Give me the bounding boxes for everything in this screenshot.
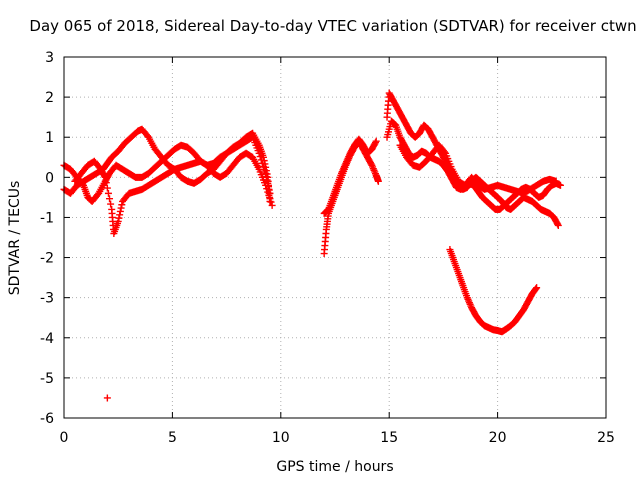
- x-tick-label: 10: [272, 430, 290, 446]
- data-point: [258, 159, 266, 167]
- data-point: [372, 137, 380, 145]
- data-point: [554, 220, 562, 228]
- data-point: [268, 201, 276, 209]
- data-point: [103, 394, 111, 402]
- x-tick-label: 0: [60, 430, 69, 446]
- series-outlier: [103, 394, 111, 402]
- series-track-a: [60, 125, 274, 205]
- data-point: [114, 217, 122, 225]
- data-point: [556, 181, 564, 189]
- plot-border: [63, 56, 607, 419]
- series-track-c: [71, 149, 276, 237]
- x-tick-label: 15: [380, 430, 398, 446]
- data-point: [554, 221, 562, 229]
- data-point: [371, 139, 379, 147]
- data-point: [265, 191, 273, 199]
- axis-ticks: 0 5 10 15 20 25 -6 -5 -4 -3 -2 -1 0 1 2 3: [40, 50, 615, 446]
- data-point: [533, 284, 541, 292]
- data-point: [118, 201, 126, 209]
- series-track-g: [383, 117, 564, 213]
- series-track-e: [320, 135, 380, 217]
- data-point: [256, 153, 264, 161]
- data-point: [374, 177, 382, 185]
- data-point: [262, 181, 270, 189]
- data-point: [107, 200, 115, 208]
- data-point: [267, 198, 275, 206]
- y-tick-label: -1: [40, 210, 54, 226]
- y-tick-label: 1: [45, 130, 54, 146]
- data-point: [103, 184, 111, 192]
- data-point: [263, 185, 271, 193]
- data-point: [100, 172, 108, 180]
- x-tick-label: 20: [489, 430, 507, 446]
- data-point: [532, 285, 540, 293]
- data-point: [257, 156, 265, 164]
- data-point: [255, 149, 263, 157]
- data-point: [440, 148, 448, 156]
- data-point: [104, 189, 112, 197]
- data-point: [264, 188, 272, 196]
- data-point: [106, 195, 114, 203]
- y-tick-label: 0: [45, 170, 54, 186]
- data-points: [60, 89, 564, 402]
- y-tick-label: -5: [40, 371, 54, 387]
- y-axis-label: SDTVAR / TECUs: [7, 181, 23, 296]
- data-point: [262, 169, 270, 177]
- series-track-i: [446, 246, 541, 336]
- series-track-b: [60, 133, 274, 205]
- y-tick-label: -2: [40, 251, 54, 267]
- data-point: [116, 211, 124, 219]
- data-point: [115, 214, 123, 222]
- data-point: [101, 173, 109, 181]
- data-point: [552, 177, 560, 185]
- x-tick-label: 5: [168, 430, 177, 446]
- y-tick-label: 2: [45, 90, 54, 106]
- y-tick-label: -3: [40, 291, 54, 307]
- data-point: [102, 179, 110, 187]
- data-point: [116, 207, 124, 215]
- data-point: [266, 195, 274, 203]
- x-axis-label: GPS time / hours: [276, 459, 393, 475]
- y-tick-label: -4: [40, 331, 54, 347]
- y-tick-label: -6: [40, 411, 54, 427]
- grid: [64, 57, 606, 418]
- data-point: [117, 204, 125, 212]
- chart-title: Day 065 of 2018, Sidereal Day-to-day VTE…: [29, 17, 636, 35]
- series-track-h: [396, 141, 560, 197]
- y-tick-label: 3: [45, 50, 54, 66]
- x-tick-label: 25: [597, 430, 615, 446]
